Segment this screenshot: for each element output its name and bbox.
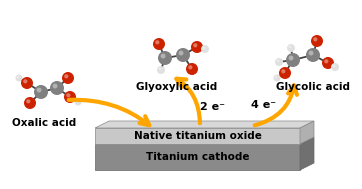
Circle shape — [17, 76, 19, 78]
Circle shape — [274, 74, 281, 81]
Circle shape — [186, 63, 198, 75]
Text: 4 e⁻: 4 e⁻ — [252, 100, 277, 110]
Circle shape — [188, 65, 193, 69]
Circle shape — [306, 48, 320, 62]
Circle shape — [64, 74, 68, 78]
Polygon shape — [95, 128, 300, 144]
Circle shape — [275, 58, 283, 66]
Circle shape — [202, 46, 205, 49]
Text: 2 e⁻: 2 e⁻ — [199, 102, 224, 112]
Circle shape — [23, 79, 28, 83]
Circle shape — [50, 81, 64, 95]
Circle shape — [275, 76, 277, 78]
Circle shape — [331, 63, 339, 71]
Circle shape — [287, 44, 295, 52]
Circle shape — [289, 56, 294, 60]
Circle shape — [66, 93, 71, 97]
Polygon shape — [95, 121, 314, 128]
Circle shape — [324, 59, 328, 64]
Text: Native titanium oxide: Native titanium oxide — [134, 131, 261, 141]
Circle shape — [193, 43, 197, 47]
Circle shape — [178, 51, 184, 56]
Circle shape — [191, 41, 203, 53]
Circle shape — [277, 60, 279, 62]
Circle shape — [75, 98, 81, 105]
Circle shape — [201, 45, 209, 53]
Polygon shape — [300, 137, 314, 170]
Circle shape — [16, 74, 22, 81]
Circle shape — [153, 38, 165, 50]
Circle shape — [62, 72, 74, 84]
Circle shape — [34, 85, 48, 99]
Circle shape — [286, 53, 300, 67]
Text: Titanium cathode: Titanium cathode — [146, 152, 249, 162]
Circle shape — [176, 48, 190, 62]
Circle shape — [26, 99, 30, 103]
Circle shape — [289, 46, 291, 48]
Circle shape — [64, 91, 76, 103]
Circle shape — [332, 64, 335, 67]
Circle shape — [308, 51, 313, 56]
Circle shape — [159, 67, 161, 70]
Circle shape — [24, 97, 36, 109]
Circle shape — [37, 88, 42, 92]
Circle shape — [322, 57, 334, 69]
Text: Oxalic acid: Oxalic acid — [12, 118, 76, 128]
Circle shape — [313, 37, 317, 41]
Text: Glyoxylic acid: Glyoxylic acid — [136, 82, 218, 92]
Text: Glycolic acid: Glycolic acid — [276, 82, 350, 92]
Circle shape — [155, 40, 159, 44]
Circle shape — [161, 54, 165, 58]
Circle shape — [158, 51, 172, 65]
Circle shape — [52, 84, 58, 88]
Circle shape — [157, 66, 165, 74]
Circle shape — [21, 77, 33, 89]
Polygon shape — [300, 121, 314, 144]
Circle shape — [311, 35, 323, 47]
Polygon shape — [95, 144, 300, 170]
Circle shape — [76, 100, 78, 102]
Circle shape — [279, 67, 291, 79]
Circle shape — [281, 69, 285, 73]
